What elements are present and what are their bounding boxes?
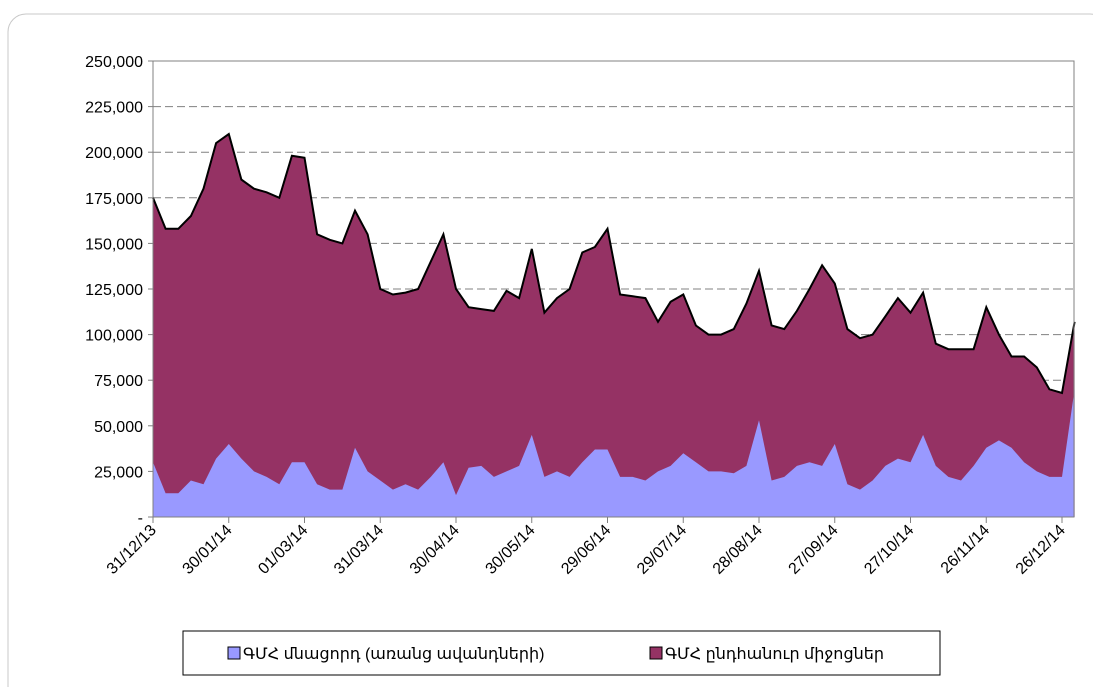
y-tick-label: 25,000 — [94, 464, 143, 481]
area — [153, 389, 1075, 517]
y-tick-label: 50,000 — [94, 419, 143, 436]
legend-label: ԳՄՀ ընդհանուր միջոցներ — [665, 646, 884, 663]
legend-swatch — [227, 646, 241, 660]
y-tick-label: 250,000 — [85, 54, 143, 71]
y-tick-label: 150,000 — [85, 236, 143, 253]
plot-border — [152, 60, 1075, 518]
legend-label: ԳՄՀ մնացորդ (առանց ավանդների) — [243, 646, 545, 663]
y-tick-label: 200,000 — [85, 145, 143, 162]
y-tick-label: 125,000 — [85, 282, 143, 299]
legend-swatch — [649, 646, 663, 660]
legend — [182, 630, 941, 676]
y-tick-label: - — [138, 510, 143, 527]
area-line — [152, 132, 1076, 395]
area — [153, 134, 1075, 517]
y-tick-label: 75,000 — [94, 373, 143, 390]
y-tick-label: 175,000 — [85, 191, 143, 208]
y-tick-label: 225,000 — [85, 100, 143, 117]
y-tick-label: 100,000 — [85, 328, 143, 345]
